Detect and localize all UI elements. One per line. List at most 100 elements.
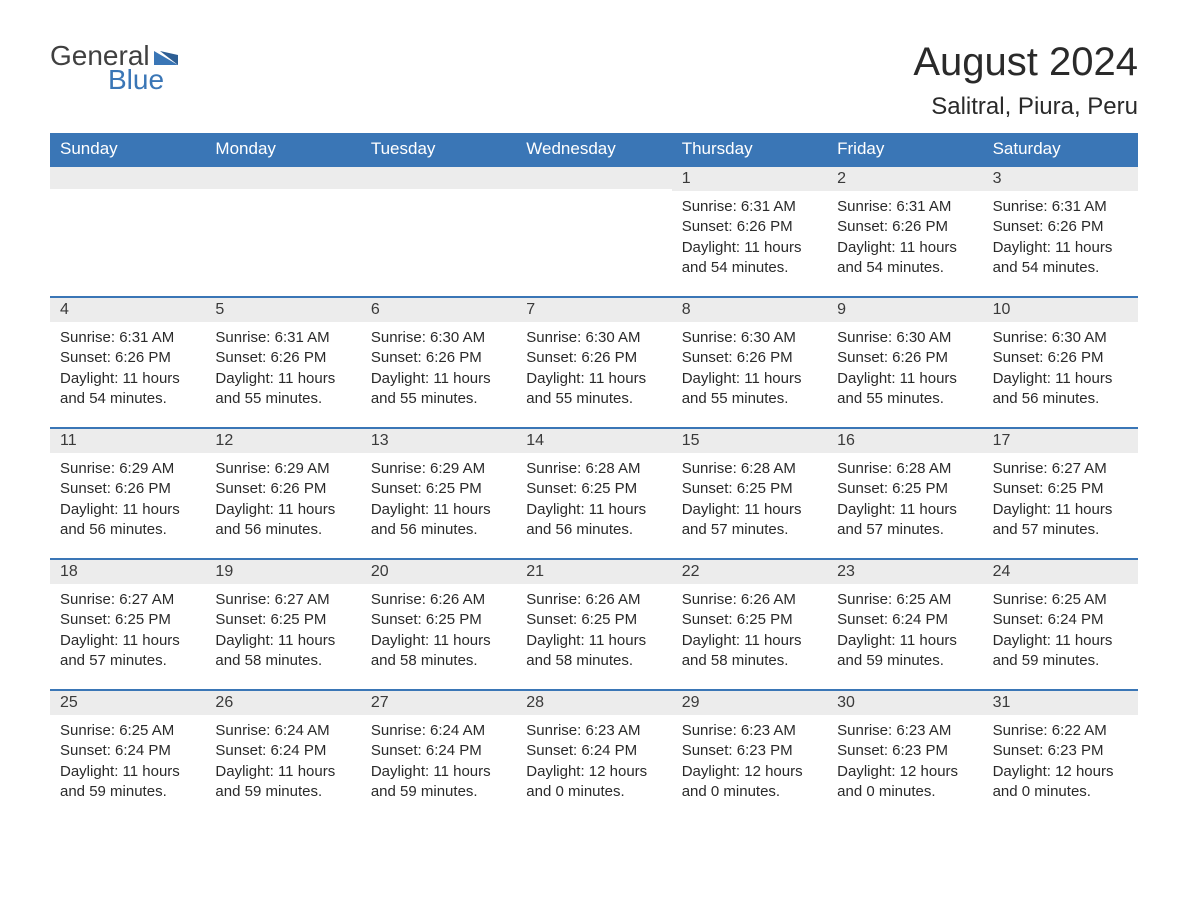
calendar-day-cell: 4Sunrise: 6:31 AMSunset: 6:26 PMDaylight…: [50, 296, 205, 427]
sunset-line: Sunset: 6:25 PM: [682, 610, 817, 630]
day-number: 30: [827, 689, 982, 715]
sunset-line: Sunset: 6:25 PM: [371, 610, 506, 630]
day-details: Sunrise: 6:31 AMSunset: 6:26 PMDaylight:…: [672, 191, 827, 278]
day-number: 31: [983, 689, 1138, 715]
calendar-day-cell: 30Sunrise: 6:23 AMSunset: 6:23 PMDayligh…: [827, 689, 982, 820]
day-number: 28: [516, 689, 671, 715]
day-number: 8: [672, 296, 827, 322]
day-details: Sunrise: 6:26 AMSunset: 6:25 PMDaylight:…: [361, 584, 516, 671]
day-number: 14: [516, 427, 671, 453]
day-details: Sunrise: 6:26 AMSunset: 6:25 PMDaylight:…: [516, 584, 671, 671]
sunset-line: Sunset: 6:23 PM: [682, 741, 817, 761]
daylight-line: Daylight: 11 hours and 57 minutes.: [682, 500, 817, 541]
logo-triangle-icon: [154, 47, 178, 65]
calendar-day-cell: 14Sunrise: 6:28 AMSunset: 6:25 PMDayligh…: [516, 427, 671, 558]
sunset-line: Sunset: 6:25 PM: [837, 479, 972, 499]
calendar-day-cell: 17Sunrise: 6:27 AMSunset: 6:25 PMDayligh…: [983, 427, 1138, 558]
calendar-day-cell: 8Sunrise: 6:30 AMSunset: 6:26 PMDaylight…: [672, 296, 827, 427]
sunrise-line: Sunrise: 6:26 AM: [682, 590, 817, 610]
sunset-line: Sunset: 6:26 PM: [837, 348, 972, 368]
logo: General Blue: [50, 40, 178, 96]
day-number: 29: [672, 689, 827, 715]
calendar-day-cell: 22Sunrise: 6:26 AMSunset: 6:25 PMDayligh…: [672, 558, 827, 689]
daylight-line: Daylight: 11 hours and 56 minutes.: [526, 500, 661, 541]
daylight-line: Daylight: 11 hours and 57 minutes.: [993, 500, 1128, 541]
daylight-line: Daylight: 11 hours and 58 minutes.: [371, 631, 506, 672]
day-details: Sunrise: 6:25 AMSunset: 6:24 PMDaylight:…: [983, 584, 1138, 671]
day-details: Sunrise: 6:24 AMSunset: 6:24 PMDaylight:…: [361, 715, 516, 802]
daylight-line: Daylight: 11 hours and 54 minutes.: [60, 369, 195, 410]
daylight-line: Daylight: 11 hours and 54 minutes.: [682, 238, 817, 279]
day-details: Sunrise: 6:28 AMSunset: 6:25 PMDaylight:…: [516, 453, 671, 540]
title-block: August 2024 Salitral, Piura, Peru: [913, 40, 1138, 121]
day-details: Sunrise: 6:28 AMSunset: 6:25 PMDaylight:…: [672, 453, 827, 540]
sunrise-line: Sunrise: 6:29 AM: [60, 459, 195, 479]
daylight-line: Daylight: 11 hours and 59 minutes.: [993, 631, 1128, 672]
day-details: Sunrise: 6:31 AMSunset: 6:26 PMDaylight:…: [205, 322, 360, 409]
daylight-line: Daylight: 11 hours and 54 minutes.: [837, 238, 972, 279]
calendar-day-cell: 25Sunrise: 6:25 AMSunset: 6:24 PMDayligh…: [50, 689, 205, 820]
day-details: Sunrise: 6:28 AMSunset: 6:25 PMDaylight:…: [827, 453, 982, 540]
weekday-header: Sunday: [50, 133, 205, 165]
calendar-day-cell: 2Sunrise: 6:31 AMSunset: 6:26 PMDaylight…: [827, 165, 982, 296]
sunset-line: Sunset: 6:23 PM: [993, 741, 1128, 761]
calendar-day-cell: 16Sunrise: 6:28 AMSunset: 6:25 PMDayligh…: [827, 427, 982, 558]
sunset-line: Sunset: 6:24 PM: [60, 741, 195, 761]
sunrise-line: Sunrise: 6:31 AM: [215, 328, 350, 348]
sunset-line: Sunset: 6:25 PM: [682, 479, 817, 499]
sunset-line: Sunset: 6:26 PM: [371, 348, 506, 368]
daylight-line: Daylight: 11 hours and 56 minutes.: [215, 500, 350, 541]
day-details: Sunrise: 6:27 AMSunset: 6:25 PMDaylight:…: [50, 584, 205, 671]
daylight-line: Daylight: 11 hours and 55 minutes.: [371, 369, 506, 410]
day-number: 12: [205, 427, 360, 453]
daylight-line: Daylight: 11 hours and 55 minutes.: [215, 369, 350, 410]
day-number: 25: [50, 689, 205, 715]
day-number: 26: [205, 689, 360, 715]
sunset-line: Sunset: 6:25 PM: [215, 610, 350, 630]
empty-day-bar: [516, 165, 671, 189]
daylight-line: Daylight: 11 hours and 58 minutes.: [526, 631, 661, 672]
day-number: 19: [205, 558, 360, 584]
day-number: 16: [827, 427, 982, 453]
day-number: 10: [983, 296, 1138, 322]
sunrise-line: Sunrise: 6:31 AM: [837, 197, 972, 217]
day-details: Sunrise: 6:31 AMSunset: 6:26 PMDaylight:…: [50, 322, 205, 409]
sunset-line: Sunset: 6:26 PM: [837, 217, 972, 237]
sunrise-line: Sunrise: 6:31 AM: [993, 197, 1128, 217]
calendar-day-cell: 19Sunrise: 6:27 AMSunset: 6:25 PMDayligh…: [205, 558, 360, 689]
sunset-line: Sunset: 6:25 PM: [993, 479, 1128, 499]
sunrise-line: Sunrise: 6:23 AM: [682, 721, 817, 741]
sunset-line: Sunset: 6:26 PM: [526, 348, 661, 368]
calendar-empty-cell: [516, 165, 671, 296]
sunrise-line: Sunrise: 6:28 AM: [682, 459, 817, 479]
sunset-line: Sunset: 6:26 PM: [993, 217, 1128, 237]
day-number: 24: [983, 558, 1138, 584]
weekday-header: Saturday: [983, 133, 1138, 165]
daylight-line: Daylight: 12 hours and 0 minutes.: [682, 762, 817, 803]
daylight-line: Daylight: 11 hours and 59 minutes.: [215, 762, 350, 803]
day-details: Sunrise: 6:26 AMSunset: 6:25 PMDaylight:…: [672, 584, 827, 671]
daylight-line: Daylight: 11 hours and 56 minutes.: [371, 500, 506, 541]
sunrise-line: Sunrise: 6:23 AM: [526, 721, 661, 741]
sunset-line: Sunset: 6:26 PM: [682, 348, 817, 368]
day-details: Sunrise: 6:23 AMSunset: 6:24 PMDaylight:…: [516, 715, 671, 802]
daylight-line: Daylight: 11 hours and 58 minutes.: [682, 631, 817, 672]
sunset-line: Sunset: 6:26 PM: [993, 348, 1128, 368]
day-number: 4: [50, 296, 205, 322]
daylight-line: Daylight: 11 hours and 58 minutes.: [215, 631, 350, 672]
day-details: Sunrise: 6:30 AMSunset: 6:26 PMDaylight:…: [827, 322, 982, 409]
calendar-day-cell: 5Sunrise: 6:31 AMSunset: 6:26 PMDaylight…: [205, 296, 360, 427]
daylight-line: Daylight: 11 hours and 59 minutes.: [60, 762, 195, 803]
day-details: Sunrise: 6:22 AMSunset: 6:23 PMDaylight:…: [983, 715, 1138, 802]
calendar-day-cell: 13Sunrise: 6:29 AMSunset: 6:25 PMDayligh…: [361, 427, 516, 558]
daylight-line: Daylight: 11 hours and 54 minutes.: [993, 238, 1128, 279]
daylight-line: Daylight: 12 hours and 0 minutes.: [993, 762, 1128, 803]
day-number: 17: [983, 427, 1138, 453]
header: General Blue August 2024 Salitral, Piura…: [50, 40, 1138, 121]
calendar-day-cell: 9Sunrise: 6:30 AMSunset: 6:26 PMDaylight…: [827, 296, 982, 427]
day-details: Sunrise: 6:30 AMSunset: 6:26 PMDaylight:…: [516, 322, 671, 409]
day-number: 15: [672, 427, 827, 453]
day-details: Sunrise: 6:24 AMSunset: 6:24 PMDaylight:…: [205, 715, 360, 802]
sunset-line: Sunset: 6:26 PM: [682, 217, 817, 237]
day-details: Sunrise: 6:23 AMSunset: 6:23 PMDaylight:…: [827, 715, 982, 802]
